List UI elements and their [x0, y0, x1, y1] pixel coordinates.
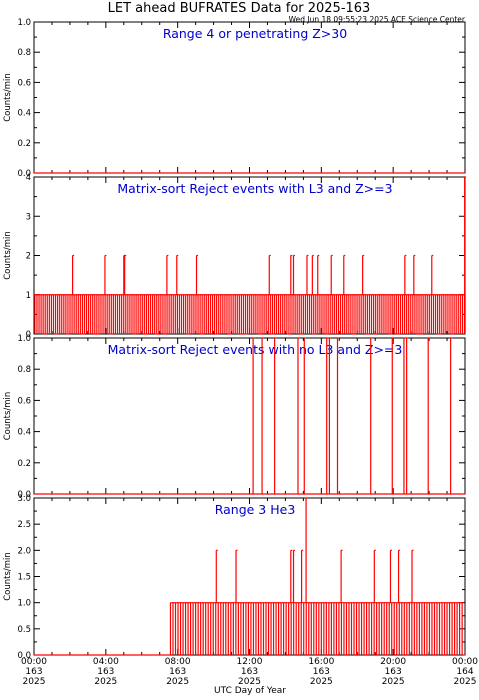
x-tick-doy: 163	[97, 667, 114, 677]
x-tick-year: 2025	[382, 677, 405, 687]
y-tick-label: 1.0	[17, 599, 31, 609]
y-tick-label: 0.0	[17, 651, 31, 661]
y-tick-label: 1.5	[17, 573, 31, 583]
y-axis-title: Counts/min	[3, 73, 13, 122]
y-tick-label: 2	[26, 252, 31, 262]
y-tick-label: 0.5	[17, 625, 31, 635]
panel-3: 0.0 0.2 0.4 0.6 0.8 1.0 Counts/min Matrix-sort …	[3, 334, 466, 500]
y-tick-label: 1	[26, 291, 31, 301]
x-tick-year: 2025	[454, 677, 477, 687]
y-tick-label: 0	[26, 330, 31, 340]
y-tick-label: 0.4	[17, 428, 31, 438]
x-tick-doy: 163	[169, 667, 186, 677]
y-tick-label: 0.2	[17, 459, 31, 469]
y-tick-label: 0.6	[17, 396, 31, 406]
x-tick-time: 00:00	[21, 657, 47, 667]
x-tick-doy: 164	[456, 667, 473, 677]
panel-2: 0 1 2 3 4 Counts/min Matrix-sort Reject events…	[3, 173, 467, 340]
x-tick-doy: 163	[25, 667, 42, 677]
x-tick-year: 2025	[23, 677, 46, 687]
panel-4: 0.0 0.5 1.0 1.5 2.0 2.5 3.0 Counts/min Range 3 H…	[3, 494, 466, 661]
x-tick-year: 2025	[166, 677, 189, 687]
y-tick-label: 4	[26, 173, 31, 183]
data-trace	[34, 176, 467, 335]
x-tick-year: 2025	[238, 677, 261, 687]
x-tick-time: 04:00	[93, 657, 119, 667]
panel-title: Matrix-sort Reject events with no L3 and…	[108, 342, 403, 357]
y-tick-label: 0.6	[17, 78, 31, 88]
y-tick-label: 1.0	[17, 18, 31, 28]
panel-frame	[33, 497, 466, 656]
panel-title: Matrix-sort Reject events with L3 and Z>…	[117, 181, 392, 196]
y-tick-label: 0.0	[17, 169, 31, 179]
y-axis-title: Counts/min	[3, 392, 13, 441]
data-trace	[34, 337, 465, 495]
panel-frame	[33, 337, 466, 495]
y-tick-label: 0.8	[17, 48, 31, 58]
x-axis-labels: 00:00163202504:00163202508:00163202512:0…	[21, 657, 478, 687]
y-tick-label: 2.5	[17, 520, 31, 530]
y-axis-title: Counts/min	[3, 231, 13, 280]
y-tick-label: 0.8	[17, 365, 31, 375]
x-tick-year: 2025	[310, 677, 333, 687]
y-tick-label: 0.2	[17, 139, 31, 149]
panels-group: 0.0 0.2 0.4 0.6 0.8 1.0 Counts/min Range 4 or p…	[3, 18, 467, 661]
x-tick-year: 2025	[94, 677, 117, 687]
y-tick-label: 0.0	[17, 490, 31, 500]
panel-frame	[33, 21, 466, 174]
panel-title: Range 3 He3	[215, 502, 296, 517]
x-tick-doy: 163	[241, 667, 258, 677]
y-tick-label: 2.0	[17, 546, 31, 556]
x-tick-time: 20:00	[380, 657, 406, 667]
panel-title: Range 4 or penetrating Z>30	[163, 26, 347, 41]
timestamp-label: Wed Jun 18 09:55:23 2025 ACE Science Cen…	[289, 15, 466, 24]
data-trace	[34, 497, 465, 656]
x-axis-title: UTC Day of Year	[214, 686, 286, 696]
y-tick-label: 3	[26, 212, 31, 222]
x-tick-doy: 163	[313, 667, 330, 677]
x-tick-doy: 163	[385, 667, 402, 677]
x-tick-time: 16:00	[308, 657, 334, 667]
x-tick-time: 08:00	[165, 657, 191, 667]
figure-title: LET ahead BUFRATES Data for 2025-163	[108, 1, 371, 16]
x-tick-time: 12:00	[237, 657, 263, 667]
y-tick-label: 0.4	[17, 109, 31, 119]
y-tick-label: 1.0	[17, 334, 31, 344]
x-tick-time: 00:00	[452, 657, 478, 667]
panel-1: 0.0 0.2 0.4 0.6 0.8 1.0 Counts/min Range 4 or p…	[3, 18, 466, 179]
y-axis-title: Counts/min	[3, 552, 13, 601]
y-tick-label: 3.0	[17, 494, 31, 504]
